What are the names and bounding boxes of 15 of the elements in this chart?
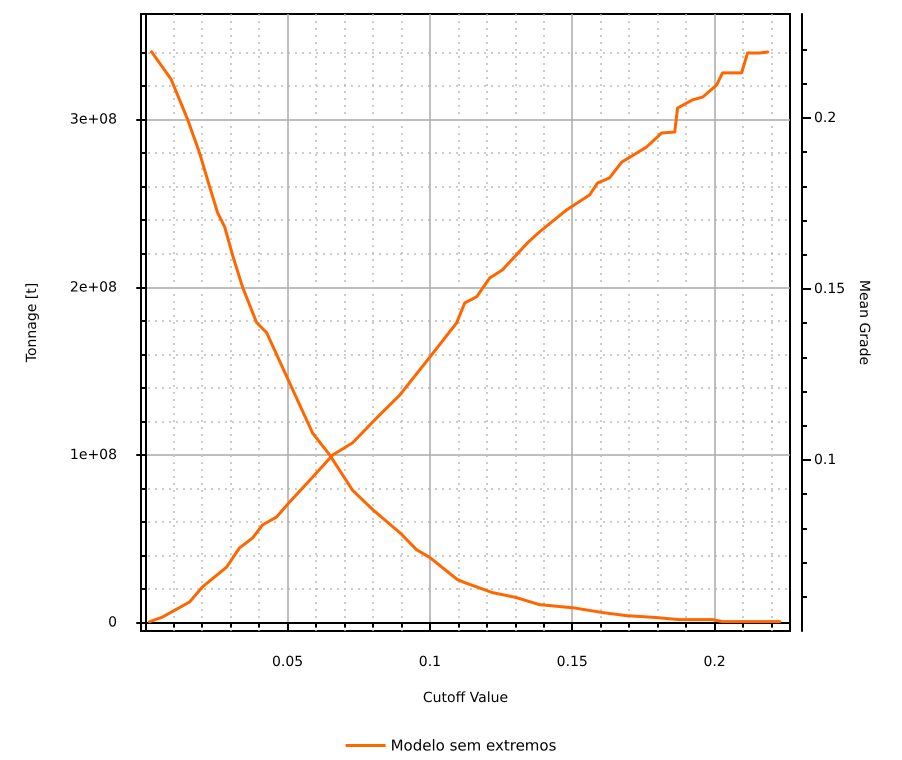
y-axis-title: Tonnage [t] (24, 282, 40, 364)
x-tick-label: 0.1 (418, 654, 442, 670)
y-tick-label: 3e+08 (70, 112, 117, 128)
y2-tick-label: 0.1 (814, 452, 836, 468)
y-tick-label: 2e+08 (70, 279, 117, 296)
x-tick-label: 0.2 (703, 654, 726, 670)
y2-tick-label: 0.2 (814, 110, 836, 126)
y2-axis-title: Mean Grade (856, 280, 872, 366)
x-axis-title: Cutoff Value (422, 690, 508, 706)
x-tick-label: 0.05 (272, 654, 304, 670)
legend-label: Modelo sem extremos (390, 736, 557, 754)
y-tick-label: 1e+08 (70, 446, 117, 463)
y2-tick-label: 0.15 (814, 280, 846, 297)
x-tick-label: 0.15 (556, 654, 588, 670)
y-tick-label: 0 (108, 614, 117, 631)
